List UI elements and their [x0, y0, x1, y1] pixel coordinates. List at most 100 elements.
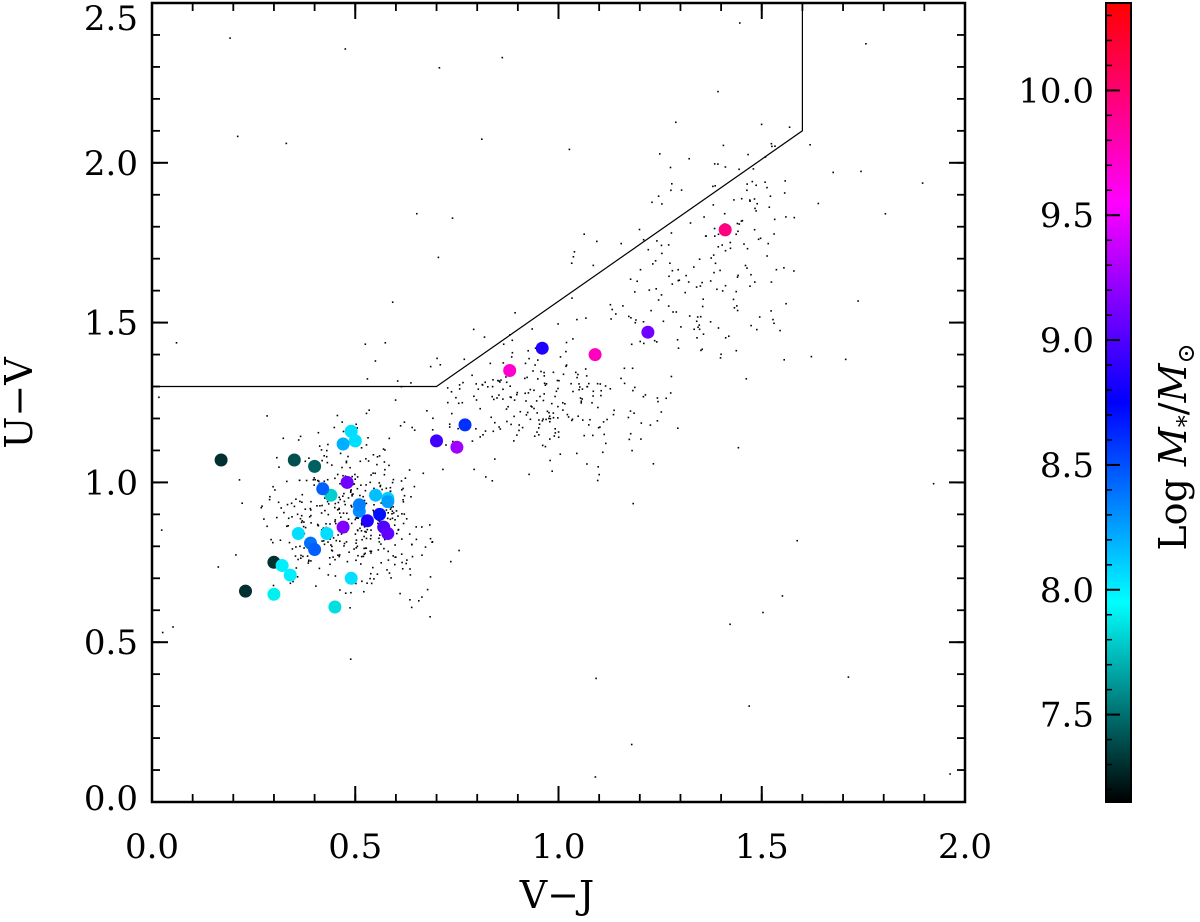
bg-dot — [363, 547, 365, 550]
bg-dot — [310, 522, 312, 524]
bg-dot — [394, 544, 396, 546]
bg-dot — [399, 425, 402, 427]
bg-dot — [463, 358, 466, 361]
bg-dot — [235, 554, 237, 556]
bg-dot — [402, 487, 404, 490]
bg-dot — [932, 482, 935, 485]
bg-dot — [698, 258, 701, 260]
bg-dot — [364, 489, 367, 492]
data-point — [316, 482, 330, 496]
bg-dot — [421, 596, 423, 598]
bg-dot — [542, 399, 545, 402]
bg-dot — [491, 480, 494, 482]
bg-dot — [525, 414, 528, 416]
bg-dot — [481, 138, 483, 140]
bg-dot — [370, 552, 372, 554]
bg-dot — [357, 529, 359, 532]
bg-dot — [378, 537, 380, 540]
bg-dot — [746, 183, 748, 185]
bg-dot — [359, 494, 361, 497]
bg-dot — [335, 522, 337, 525]
data-point — [308, 459, 322, 473]
bg-dot — [552, 416, 555, 419]
bg-dot — [421, 554, 423, 556]
bg-dot — [729, 241, 732, 244]
bg-dot — [365, 537, 368, 540]
bg-dot — [613, 409, 615, 412]
bg-dot — [364, 530, 366, 533]
bg-dot — [462, 381, 464, 384]
bg-dot — [450, 560, 452, 563]
bg-dot — [328, 557, 331, 559]
bg-dot — [391, 301, 394, 303]
bg-dot — [350, 490, 352, 492]
bg-dot — [300, 521, 303, 524]
bg-dot — [379, 485, 381, 488]
bg-dot — [570, 262, 573, 264]
bg-dot — [592, 395, 594, 397]
selection-boundary-layer — [152, 3, 804, 388]
bg-dot — [549, 459, 551, 462]
bg-dot — [671, 183, 673, 185]
bg-dot — [536, 431, 538, 433]
bg-dot — [644, 394, 647, 396]
data-points — [214, 223, 732, 614]
bg-dot — [280, 507, 282, 509]
bg-dot — [338, 555, 340, 558]
plot-axes: 0.0 0.5 1.0 1.5 2.0 0.0 0.5 1.0 1.5 2.0 2.5 — [84, 0, 992, 867]
bg-dot — [719, 357, 722, 359]
bg-dot — [381, 488, 383, 491]
bg-dot — [316, 505, 318, 507]
bg-dot — [384, 468, 386, 471]
bg-dot — [548, 417, 550, 420]
bg-dot — [677, 427, 679, 429]
bg-dot — [386, 569, 388, 571]
bg-dot — [556, 379, 559, 382]
bg-dot — [543, 393, 545, 395]
bg-dot — [401, 513, 403, 515]
bg-dot — [739, 22, 741, 24]
bg-dot — [685, 274, 687, 277]
bg-dot — [342, 495, 344, 497]
bg-dot — [533, 389, 535, 392]
bg-dot — [261, 505, 263, 507]
bg-dot — [751, 180, 754, 183]
data-point — [369, 488, 383, 502]
bg-dot — [370, 550, 373, 553]
bg-dot — [329, 563, 331, 566]
bg-dot — [557, 405, 559, 408]
bg-dot — [354, 533, 357, 535]
bg-dot — [339, 589, 341, 591]
plot-frame — [150, 1, 967, 804]
bg-dot — [356, 487, 359, 490]
bg-dot — [505, 381, 508, 384]
bg-dot — [639, 340, 641, 343]
bg-dot — [627, 416, 630, 419]
bg-dot — [713, 271, 715, 274]
bg-dot — [783, 192, 786, 194]
bg-dot — [413, 485, 416, 488]
bg-dot — [575, 371, 577, 374]
bg-dot — [770, 310, 772, 312]
bg-dot — [576, 376, 578, 379]
bg-dot — [360, 530, 363, 532]
bg-dot — [286, 525, 288, 528]
bg-dot — [570, 382, 572, 385]
bg-dot — [323, 543, 326, 546]
bg-dot — [490, 416, 492, 419]
bg-dot — [310, 560, 312, 562]
bg-dot — [493, 398, 495, 401]
bg-dot — [306, 555, 309, 557]
bg-dot — [698, 328, 701, 331]
bg-dot — [421, 526, 423, 528]
bg-dot — [766, 186, 768, 189]
bg-dot — [505, 408, 508, 410]
bg-dot — [355, 542, 357, 544]
bg-dot — [461, 401, 464, 404]
bg-dot — [768, 206, 771, 208]
bg-dot — [324, 509, 326, 512]
bg-dot — [413, 429, 416, 431]
bg-dot — [672, 311, 674, 313]
bg-dot — [360, 563, 362, 565]
bg-dot — [272, 584, 275, 587]
